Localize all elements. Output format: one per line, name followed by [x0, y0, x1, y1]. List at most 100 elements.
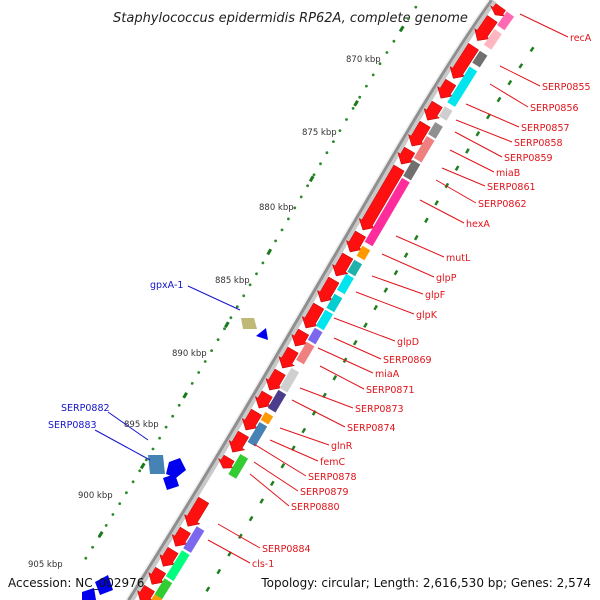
- gene-label[interactable]: SERP0857: [521, 123, 570, 134]
- label-leader: [291, 399, 346, 428]
- tick-dash: [352, 339, 358, 346]
- scale-dot: [111, 513, 115, 516]
- scale-dot: [104, 524, 108, 527]
- gene-label[interactable]: mutL: [446, 253, 471, 264]
- gene-label[interactable]: cls-1: [252, 559, 274, 570]
- scale-dot: [385, 51, 389, 54]
- gene-arrow: [449, 42, 479, 79]
- gene-label[interactable]: SERP0883: [48, 420, 97, 431]
- scale-dot: [203, 360, 207, 363]
- gene-label[interactable]: SERP0855: [542, 82, 591, 93]
- gene-label[interactable]: glpP: [436, 273, 457, 284]
- scale-dot: [345, 118, 348, 121]
- accession-text: Accession: NC_002976: [8, 576, 144, 590]
- gene-label[interactable]: SERP0874: [347, 423, 396, 434]
- tick-dash: [363, 322, 368, 328]
- gene-label[interactable]: recA: [570, 33, 592, 44]
- scale-dot: [378, 62, 382, 66]
- backbone: [125, 0, 497, 600]
- feature-box: [428, 122, 443, 139]
- major-tick: [224, 321, 230, 329]
- feature-box: [296, 341, 315, 365]
- feature-box: [279, 367, 300, 393]
- gene-arrow: [278, 346, 299, 369]
- gene-label[interactable]: SERP0880: [291, 502, 340, 513]
- scale-dot: [118, 502, 122, 505]
- label-leader: [217, 523, 261, 549]
- label-leader: [449, 149, 495, 173]
- gene-labels-right: recA SERP0855 SERP0856 SERP0857 SERP0858…: [252, 33, 592, 570]
- label-leader: [94, 429, 151, 461]
- scale-dot: [164, 425, 168, 429]
- reverse-arrow: [82, 588, 96, 600]
- major-tick: [308, 175, 315, 183]
- tick-dash: [444, 182, 450, 189]
- feature-box: [447, 66, 478, 107]
- scale-dot: [406, 17, 410, 20]
- gene-arrow: [265, 368, 286, 391]
- scale-dot: [235, 305, 239, 309]
- scale-dot: [151, 447, 155, 451]
- gene-label[interactable]: glnR: [331, 441, 353, 452]
- gene-arrow: [291, 328, 310, 347]
- feature-box: [183, 526, 205, 553]
- gene-label[interactable]: femC: [320, 457, 345, 468]
- scale-dot: [319, 162, 322, 166]
- scale-dot: [177, 403, 181, 407]
- gene-label[interactable]: SERP0879: [300, 487, 349, 498]
- gene-label[interactable]: SERP0884: [262, 544, 311, 555]
- gene-arrow: [358, 164, 405, 231]
- gene-arrow: [159, 546, 179, 567]
- gene-label[interactable]: SERP0871: [366, 385, 415, 396]
- tick-dash: [413, 234, 419, 241]
- label-leader: [371, 275, 424, 295]
- feature-box: [315, 309, 333, 331]
- scale-dot: [125, 491, 128, 495]
- gene-label[interactable]: SERP0856: [530, 103, 579, 114]
- feature-box: [148, 455, 165, 474]
- feature-box: [260, 411, 274, 425]
- feature-box: [154, 578, 173, 600]
- label-leader: [355, 291, 415, 315]
- scale-dot: [248, 283, 252, 287]
- gene-label[interactable]: glpF: [425, 290, 445, 301]
- gene-label[interactable]: SERP0869: [383, 355, 432, 366]
- tick-dashes: [205, 46, 535, 592]
- scale-dot: [338, 129, 342, 133]
- scale-dot: [351, 107, 355, 110]
- gene-arrow: [474, 15, 498, 41]
- tick-dash: [259, 498, 265, 504]
- scale-dot: [392, 39, 396, 43]
- feature-box: [483, 29, 502, 50]
- gene-arrow: [408, 120, 431, 147]
- reverse-arrow: [95, 575, 113, 595]
- scale-dot: [287, 217, 290, 221]
- gene-label[interactable]: miaB: [496, 168, 520, 179]
- gene-label[interactable]: glpK: [416, 310, 438, 321]
- gene-label[interactable]: SERP0882: [61, 403, 110, 414]
- gene-label[interactable]: hexA: [466, 219, 490, 230]
- gene-arrow: [228, 430, 250, 453]
- gene-label[interactable]: miaA: [375, 369, 400, 380]
- gene-label[interactable]: SERP0873: [355, 404, 404, 415]
- gene-label[interactable]: gpxA-1: [150, 280, 183, 291]
- gene-label[interactable]: SERP0861: [487, 182, 536, 193]
- gene-label[interactable]: SERP0878: [308, 472, 357, 483]
- tick-dash: [424, 217, 429, 224]
- label-leader: [187, 285, 241, 311]
- gene-label[interactable]: SERP0862: [478, 199, 527, 210]
- gene-label[interactable]: glpD: [397, 337, 419, 348]
- gene-label[interactable]: SERP0859: [504, 153, 553, 164]
- scale-dot: [358, 95, 362, 99]
- scale-label-905: 905 kbp: [28, 560, 63, 570]
- label-leader: [465, 103, 520, 128]
- scale-dot: [229, 316, 233, 320]
- gene-arrow: [137, 584, 155, 600]
- tick-dash: [393, 269, 399, 276]
- scale-dot: [365, 84, 368, 88]
- tick-dash: [507, 79, 513, 86]
- feature-box: [326, 293, 343, 313]
- gene-label[interactable]: SERP0858: [514, 138, 563, 149]
- feature-box: [151, 594, 163, 600]
